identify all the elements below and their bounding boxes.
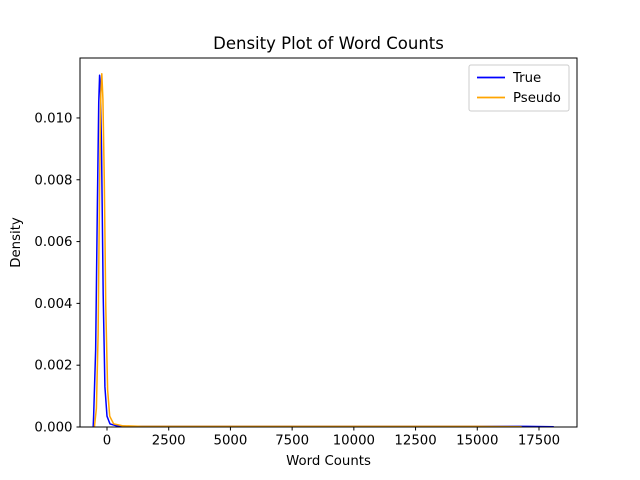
y-tick-label: 0.008	[34, 173, 72, 188]
legend: True Pseudo	[468, 64, 570, 112]
x-axis-ticks: 0 2500 5000 7500 10000 12500 15000 17500	[103, 427, 560, 449]
curves-group	[92, 73, 554, 427]
y-axis-label: Density	[9, 217, 24, 268]
x-tick-label: 15000	[456, 434, 498, 449]
legend-box	[468, 64, 570, 112]
plot-area	[80, 58, 577, 427]
x-tick-label: 0	[103, 434, 111, 449]
y-axis-ticks: 0.000 0.002 0.004 0.006 0.008 0.010	[34, 111, 80, 436]
chart-title: Density Plot of Word Counts	[213, 34, 444, 53]
axes-spines	[79, 57, 578, 428]
legend-label-pseudo: Pseudo	[513, 91, 561, 106]
y-tick-label: 0.006	[34, 235, 72, 250]
y-tick-label: 0.010	[34, 111, 72, 126]
x-tick-label: 10000	[333, 434, 375, 449]
x-tick-label: 2500	[152, 434, 186, 449]
legend-label-true: True	[512, 71, 541, 86]
series-curve-pseudo	[93, 73, 522, 427]
x-tick-label: 12500	[394, 434, 436, 449]
x-tick-label: 7500	[275, 434, 309, 449]
y-tick-label: 0.004	[34, 297, 72, 312]
x-tick-label: 5000	[214, 434, 248, 449]
y-tick-label: 0.000	[34, 421, 72, 436]
x-axis-label: Word Counts	[286, 454, 371, 469]
x-tick-label: 17500	[518, 434, 560, 449]
y-tick-label: 0.002	[34, 359, 72, 374]
